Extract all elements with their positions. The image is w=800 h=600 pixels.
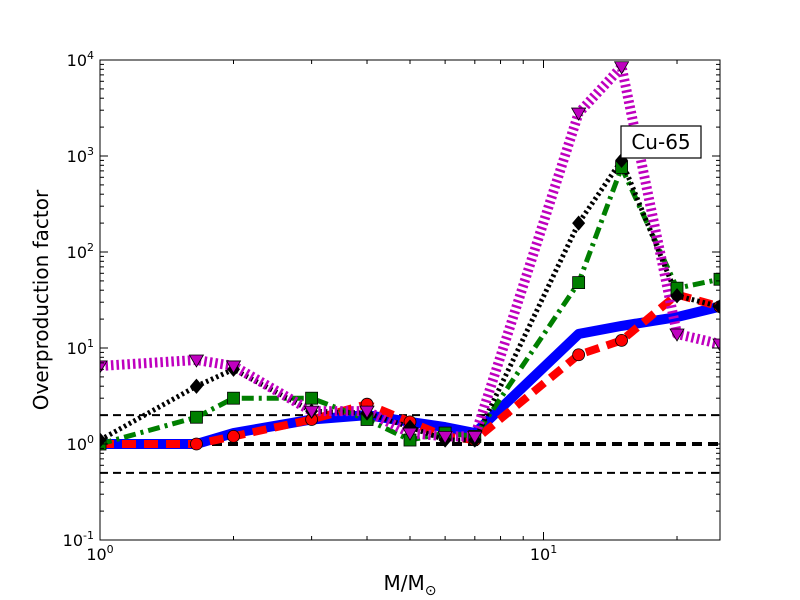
plot-background <box>100 60 720 540</box>
y-tick-label-2: 101 <box>67 337 94 358</box>
series-1-point-2 <box>227 429 240 443</box>
y-tick-label-exp: 2 <box>87 241 94 254</box>
y-tick-label-exp: 4 <box>87 49 94 62</box>
x-tick-label-base: 10 <box>86 545 106 564</box>
series-3-point-1 <box>189 378 203 394</box>
annotation-frame <box>620 125 702 159</box>
series-4-point-3 <box>303 405 320 419</box>
y-tick-label-3: 102 <box>67 241 94 262</box>
x-tick-label-1: 101 <box>530 543 557 564</box>
y-tick-label-exp: 3 <box>87 145 94 158</box>
annotation-box: Cu-65 <box>620 125 702 159</box>
x-axis-label: M/M⊙ <box>384 571 437 599</box>
series-2-point-8 <box>572 276 586 290</box>
series-3-point-8 <box>572 215 586 231</box>
x-tick-label-exp: 1 <box>550 543 557 556</box>
series-4-point-9 <box>613 61 630 75</box>
series-1-point-1 <box>190 437 203 451</box>
series-4-point-8 <box>570 107 587 121</box>
series-4-point-0 <box>100 360 108 374</box>
x-axis-label-sub: ⊙ <box>425 583 437 599</box>
series-1-point-8 <box>572 348 586 362</box>
y-axis-label: Overproduction factor <box>29 189 53 410</box>
series-4-point-2 <box>225 360 242 374</box>
series-line-1 <box>100 290 720 448</box>
x-axis-label-main: M/M <box>384 571 425 595</box>
series-1-point-9 <box>615 333 629 347</box>
x-tick-label-exp: 0 <box>107 543 114 556</box>
series-4-point-7 <box>467 430 483 445</box>
y-tick-label-4: 103 <box>67 145 94 166</box>
series-line-4 <box>100 61 720 442</box>
y-tick-label-base: 10 <box>67 51 87 70</box>
y-tick-label-5: 104 <box>67 49 94 70</box>
series-4-point-10 <box>669 328 685 342</box>
series-3-point-10 <box>670 288 684 304</box>
axis-ticks <box>99 59 720 541</box>
series-2-point-1 <box>190 410 203 424</box>
series-4-point-1 <box>188 354 205 368</box>
y-tick-label-exp: 0 <box>87 433 94 446</box>
y-tick-label-exp: 1 <box>87 337 94 350</box>
x-tick-label-base: 10 <box>530 545 550 564</box>
series-4-point-4 <box>359 405 375 419</box>
series-3-point-11 <box>713 298 720 315</box>
y-tick-label-base: 10 <box>63 531 83 550</box>
y-tick-label-0: 10-1 <box>63 529 94 550</box>
y-tick-label-1: 100 <box>67 433 94 454</box>
series-line-3 <box>100 157 720 443</box>
series-2-point-11 <box>713 272 720 286</box>
series-2-point-2 <box>227 391 240 405</box>
series-4-point-6 <box>437 430 453 445</box>
y-tick-label-exp: -1 <box>83 529 94 542</box>
y-tick-label-base: 10 <box>67 435 87 454</box>
annotation-text: Cu-65 <box>631 130 690 154</box>
series-markers <box>100 61 720 451</box>
y-tick-label-base: 10 <box>67 339 87 358</box>
y-tick-label-base: 10 <box>67 147 87 166</box>
y-tick-label-base: 10 <box>67 243 87 262</box>
series-2-point-3 <box>305 391 319 405</box>
x-tick-label-0: 100 <box>86 543 113 564</box>
series-4-point-5 <box>402 427 418 441</box>
